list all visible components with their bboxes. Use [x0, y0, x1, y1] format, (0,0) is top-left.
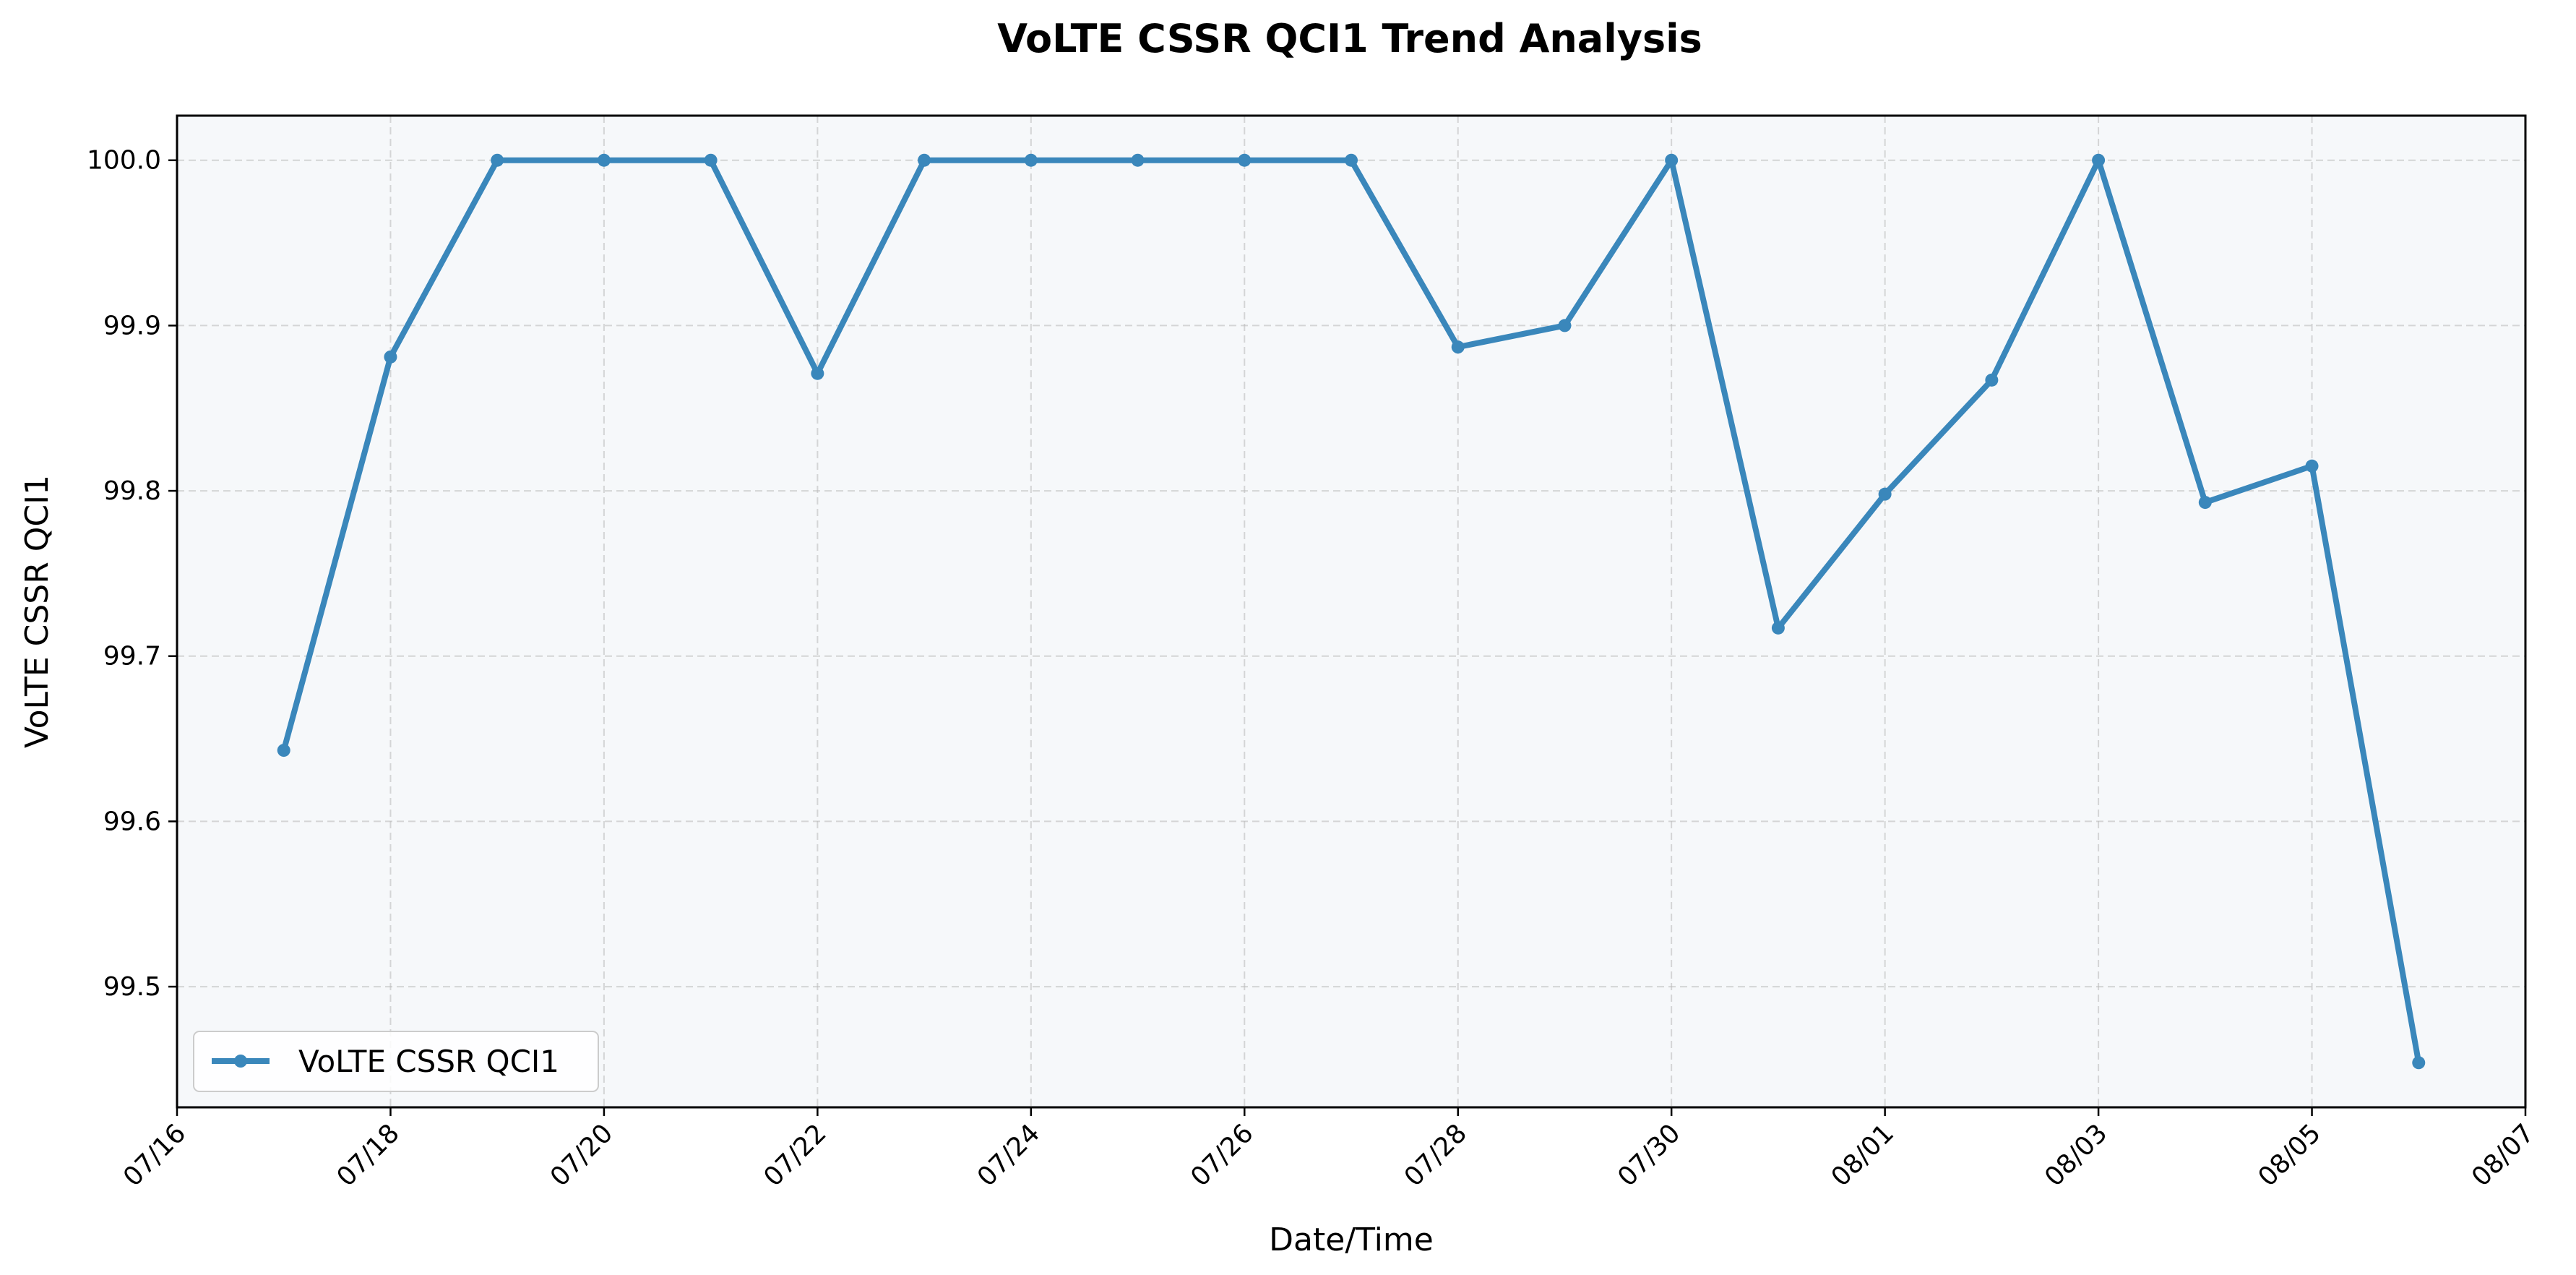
x-axis-label: Date/Time [1269, 1222, 1434, 1258]
data-point [1985, 373, 1999, 387]
y-tick-label: 99.7 [103, 642, 161, 671]
data-point [1878, 487, 1892, 501]
x-tick-label: 08/01 [1826, 1118, 1900, 1192]
data-point [918, 153, 931, 167]
data-point [2198, 496, 2212, 510]
data-point [1665, 153, 1679, 167]
x-tick-label: 08/03 [2039, 1118, 2113, 1192]
chart-title: VoLTE CSSR QCI1 Trend Analysis [997, 16, 1702, 61]
y-tick-label: 99.6 [103, 807, 161, 836]
x-tick-label: 07/16 [118, 1118, 191, 1192]
x-tick-label: 08/07 [2466, 1118, 2540, 1192]
grid-lines [176, 116, 2526, 1107]
data-point [704, 153, 718, 167]
series-layer [277, 153, 2426, 1070]
x-tick-label: 07/20 [545, 1118, 619, 1192]
x-tick-label: 07/30 [1612, 1118, 1686, 1192]
x-tick-label: 07/24 [972, 1118, 1046, 1192]
data-point [811, 366, 824, 380]
plot-area [176, 114, 2527, 1109]
data-point [1345, 153, 1358, 167]
data-point [597, 153, 611, 167]
y-axis: 99.5 99.6 99.7 99.8 99.9 100.0 [87, 146, 177, 1002]
legend: VoLTE CSSR QCI1 [193, 1031, 599, 1092]
x-tick-label: 07/28 [1399, 1118, 1473, 1192]
y-tick-label: 99.5 [103, 972, 161, 1002]
legend-swatch-marker [234, 1055, 247, 1068]
x-tick-label: 07/22 [758, 1118, 832, 1192]
x-tick-label: 07/26 [1185, 1118, 1259, 1192]
data-point [2412, 1056, 2426, 1070]
x-axis: 07/16 07/18 07/20 07/22 07/24 07/26 07/28 07/30… [118, 1107, 2540, 1193]
data-point [2092, 153, 2106, 167]
data-point [384, 350, 397, 364]
y-tick-label: 99.8 [103, 476, 161, 506]
legend-box [193, 1031, 599, 1092]
legend-label: VoLTE CSSR QCI1 [298, 1044, 559, 1079]
y-tick-label: 100.0 [87, 146, 161, 176]
plot-background [177, 116, 2525, 1107]
data-point [1024, 153, 1038, 167]
data-point [2305, 459, 2319, 473]
data-point [1771, 621, 1785, 635]
y-tick-label: 99.9 [103, 311, 161, 340]
x-tick-label: 07/18 [331, 1118, 405, 1192]
plot-frame [176, 114, 2527, 1109]
data-point [491, 153, 504, 167]
data-point [1451, 340, 1465, 354]
data-point [1558, 319, 1572, 332]
y-axis-label: VoLTE CSSR QCI1 [19, 475, 56, 748]
data-point [277, 744, 290, 757]
data-point [1238, 153, 1252, 167]
x-tick-label: 08/05 [2253, 1118, 2327, 1192]
data-point [1131, 153, 1145, 167]
